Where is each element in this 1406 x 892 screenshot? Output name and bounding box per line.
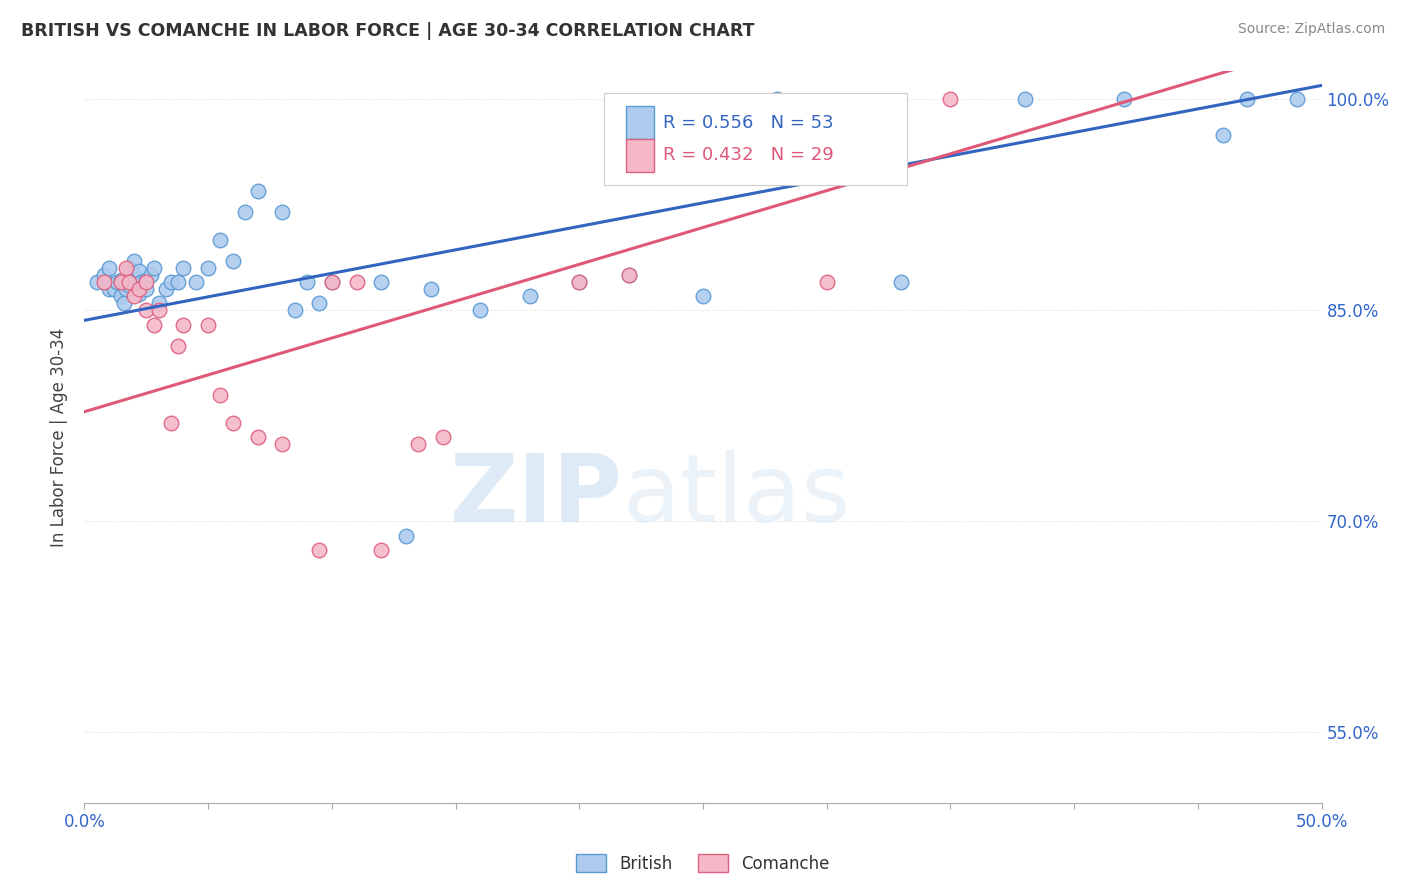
Point (222, 416, 245, 430)
Text: BRITISH VS COMANCHE IN LABOR FORCE | AGE 30-34 CORRELATION CHART: BRITISH VS COMANCHE IN LABOR FORCE | AGE… (21, 22, 755, 40)
Text: ZIP: ZIP (450, 450, 623, 541)
Point (135, 303, 157, 318)
Point (115, 261, 138, 276)
Point (233, 205, 256, 219)
Point (142, 261, 165, 276)
Bar (626, 106, 654, 138)
Point (370, 276, 392, 290)
Text: R = 0.556   N = 53: R = 0.556 N = 53 (664, 114, 834, 132)
Point (172, 318, 194, 332)
Point (209, 388, 232, 402)
Point (568, 276, 591, 290)
Point (141, 268, 163, 283)
Point (135, 272, 157, 286)
Point (155, 282, 177, 296)
Y-axis label: In Labor Force | Age 30-34: In Labor Force | Age 30-34 (51, 327, 69, 547)
Point (692, 289, 714, 303)
Point (128, 286, 150, 301)
Point (939, 93, 962, 107)
Point (122, 268, 145, 283)
Point (98, 261, 121, 276)
Point (432, 430, 454, 444)
Point (128, 282, 150, 296)
Point (118, 276, 141, 290)
Point (1112, 93, 1135, 107)
Text: R = 0.432   N = 29: R = 0.432 N = 29 (664, 146, 834, 164)
Point (1014, 93, 1036, 107)
Point (617, 268, 640, 283)
Point (160, 416, 183, 430)
Point (110, 272, 132, 286)
Point (128, 264, 150, 278)
Point (184, 276, 207, 290)
Point (142, 318, 165, 332)
Point (890, 276, 912, 290)
Point (118, 261, 141, 276)
Point (129, 276, 152, 290)
Point (197, 261, 219, 276)
Point (122, 254, 145, 268)
Point (395, 528, 418, 542)
Point (122, 289, 145, 303)
Point (470, 303, 492, 318)
Point (122, 276, 145, 290)
Point (118, 278, 141, 293)
Point (271, 205, 294, 219)
Point (370, 542, 392, 557)
Point (519, 289, 541, 303)
Point (115, 282, 138, 296)
Point (617, 268, 640, 283)
Point (815, 276, 838, 290)
Point (308, 296, 330, 310)
Point (246, 430, 269, 444)
Point (197, 318, 219, 332)
Point (110, 289, 132, 303)
Point (408, 437, 430, 451)
Point (93, 276, 115, 290)
Point (568, 276, 591, 290)
Point (209, 233, 232, 247)
Point (172, 261, 194, 276)
Point (222, 254, 245, 268)
Point (105, 276, 128, 290)
Point (93, 268, 115, 283)
Point (295, 276, 318, 290)
Point (246, 184, 269, 198)
FancyBboxPatch shape (605, 94, 907, 185)
Point (86, 276, 108, 290)
Point (103, 282, 125, 296)
Legend: British, Comanche: British, Comanche (569, 847, 837, 880)
Point (321, 276, 343, 290)
Point (1212, 128, 1234, 142)
Point (1236, 93, 1258, 107)
Point (160, 276, 183, 290)
Point (148, 296, 170, 310)
Text: atlas: atlas (623, 450, 851, 541)
Point (308, 542, 330, 557)
Point (1285, 93, 1308, 107)
Point (346, 276, 368, 290)
Point (419, 282, 441, 296)
Point (148, 303, 170, 318)
Bar (626, 139, 654, 172)
Point (271, 437, 294, 451)
Point (284, 303, 307, 318)
Point (112, 296, 135, 310)
Point (766, 93, 789, 107)
Point (321, 276, 343, 290)
Point (98, 282, 121, 296)
Point (167, 276, 190, 290)
Point (110, 276, 132, 290)
Point (135, 276, 157, 290)
Point (135, 282, 157, 296)
Text: Source: ZipAtlas.com: Source: ZipAtlas.com (1237, 22, 1385, 37)
Point (167, 339, 190, 353)
